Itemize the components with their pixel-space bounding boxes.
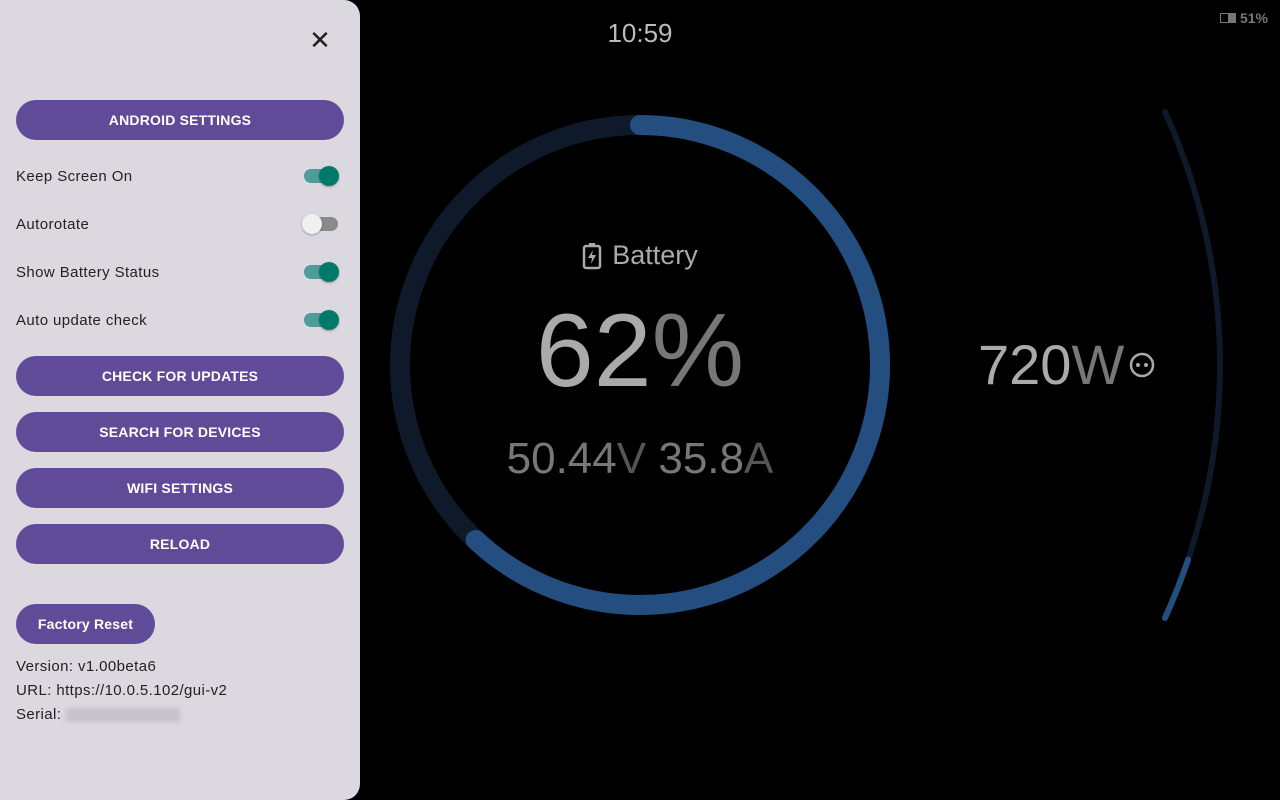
url-text: URL: https://10.0.5.102/gui-v2 [16, 682, 228, 699]
version-text: Version: v1.00beta6 [16, 658, 157, 675]
battery-percent: 51% [1239, 10, 1268, 26]
search-devices-button[interactable]: SEARCH FOR DEVICES [16, 412, 344, 452]
settings-drawer: ✕ ANDROID SETTINGS Keep Screen On Autoro… [0, 0, 360, 800]
toggle-label: Keep Screen On [16, 167, 133, 185]
toggle-label: Auto update check [16, 311, 148, 329]
clock: 10:59 [607, 18, 673, 48]
toggle-label: Autorotate [16, 215, 90, 233]
battery-charging-icon [582, 242, 602, 269]
toggle-keep-screen-on[interactable]: Keep Screen On [16, 161, 344, 191]
power-readout: 720 W [978, 332, 1156, 397]
current-unit: A [743, 434, 774, 483]
status-bar: 51% [1219, 10, 1268, 26]
switch[interactable] [304, 262, 339, 282]
battery-soc: 62% [390, 296, 890, 406]
android-settings-button[interactable]: ANDROID SETTINGS [16, 100, 344, 140]
power-unit: W [1071, 333, 1125, 396]
wifi-settings-button[interactable]: WIFI SETTINGS [16, 468, 344, 508]
toggle-auto-update-check[interactable]: Auto update check [16, 305, 344, 335]
check-updates-button[interactable]: CHECK FOR UPDATES [16, 356, 344, 396]
factory-reset-button[interactable]: Factory Reset [16, 604, 155, 644]
battery-title: Battery [390, 240, 890, 271]
serial-redacted [65, 708, 180, 723]
voltage-value: 50.44 [506, 434, 617, 483]
reload-button[interactable]: RELOAD [16, 524, 344, 564]
current-value: 35.8 [658, 434, 744, 483]
ac-outlet-icon [1130, 352, 1155, 377]
toggle-show-battery-status[interactable]: Show Battery Status [16, 257, 344, 287]
voltage-unit: V [616, 434, 647, 483]
soc-unit: % [651, 293, 745, 409]
battery-readings: 50.44V 35.8A [390, 434, 890, 484]
toggle-autorotate[interactable]: Autorotate [16, 209, 344, 239]
battery-label: Battery [612, 240, 698, 270]
power-gauge-progress [1161, 556, 1191, 621]
battery-icon [1219, 13, 1236, 23]
power-gauge-track [1161, 109, 1223, 621]
battery-gauge-progress [465, 115, 890, 615]
serial-label: Serial: [16, 706, 62, 723]
serial-text: Serial: [16, 706, 180, 723]
switch[interactable] [302, 214, 338, 234]
toggle-label: Show Battery Status [16, 263, 160, 281]
soc-value: 62 [535, 293, 652, 409]
close-icon[interactable]: ✕ [309, 25, 331, 55]
switch[interactable] [304, 166, 339, 186]
switch[interactable] [304, 310, 339, 330]
power-value: 720 [978, 333, 1072, 396]
